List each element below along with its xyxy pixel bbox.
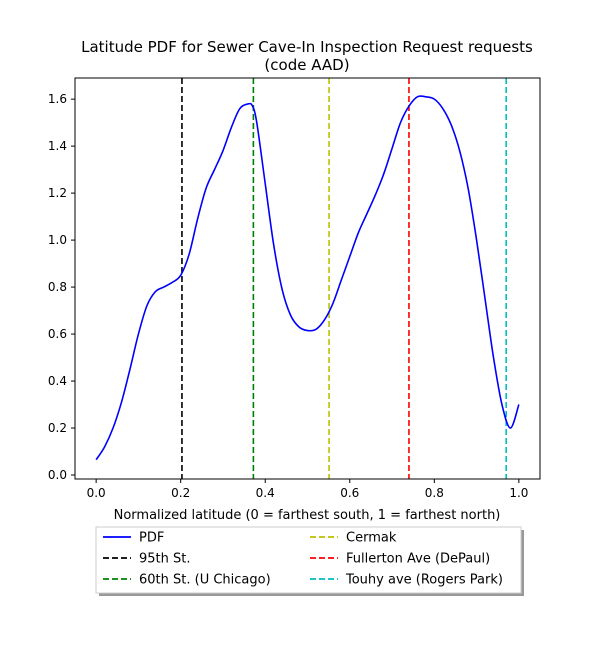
- y-tick-label: 0.6: [48, 327, 67, 341]
- legend-label: 95th St.: [139, 552, 191, 567]
- y-tick-label: 0.2: [48, 421, 67, 435]
- y-tick-label: 1.4: [48, 139, 67, 153]
- x-axis-label: Normalized latitude (0 = farthest south,…: [114, 508, 501, 523]
- x-axis-ticks: 0.0 0.2 0.4 0.6 0.8 1.0: [87, 479, 528, 500]
- y-axis-ticks: 0.0 0.2 0.4 0.6 0.8 1.0 1.2 1.4 1.6: [48, 92, 75, 482]
- legend: PDF 95th St. 60th St. (U Chicago) Cermak Ful…: [95, 526, 524, 596]
- chart-title-line2: (code AAD): [264, 56, 349, 74]
- legend-label: PDF: [139, 531, 164, 546]
- y-tick-label: 1.6: [48, 92, 67, 106]
- chart-title-line1: Latitude PDF for Sewer Cave-In Inspectio…: [81, 38, 533, 56]
- plot-area-frame: [74, 77, 541, 480]
- pdf-series-line: [95, 95, 520, 461]
- y-tick-label: 0.8: [48, 280, 67, 294]
- legend-label: 60th St. (U Chicago): [139, 573, 271, 588]
- y-tick-label: 1.0: [48, 233, 67, 247]
- x-tick-label: 0.6: [340, 486, 359, 500]
- x-tick-label: 0.0: [87, 486, 106, 500]
- y-tick-label: 1.2: [48, 186, 67, 200]
- y-tick-label: 0.0: [48, 468, 67, 482]
- x-tick-label: 0.4: [256, 486, 275, 500]
- legend-label: Cermak: [346, 531, 397, 546]
- y-tick-label: 0.4: [48, 374, 67, 388]
- x-tick-label: 0.2: [171, 486, 190, 500]
- x-tick-label: 0.8: [425, 486, 444, 500]
- x-tick-label: 1.0: [509, 486, 528, 500]
- reference-lines: [181, 78, 507, 479]
- legend-label: Fullerton Ave (DePaul): [346, 552, 490, 567]
- legend-label: Touhy ave (Rogers Park): [345, 573, 503, 588]
